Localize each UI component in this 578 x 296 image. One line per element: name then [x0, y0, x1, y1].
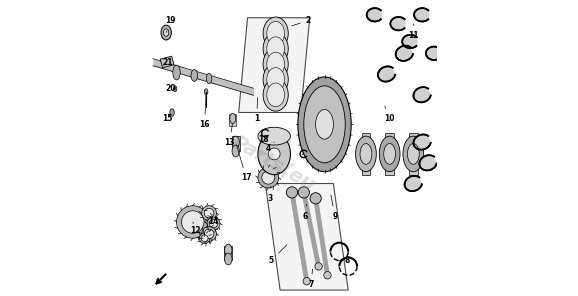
- Ellipse shape: [286, 187, 298, 198]
- Ellipse shape: [415, 9, 429, 21]
- Circle shape: [181, 211, 204, 233]
- Polygon shape: [265, 184, 348, 290]
- Ellipse shape: [267, 52, 284, 76]
- Ellipse shape: [170, 109, 175, 116]
- Ellipse shape: [403, 36, 418, 47]
- Text: 7: 7: [309, 269, 314, 289]
- Ellipse shape: [391, 18, 406, 30]
- Ellipse shape: [173, 86, 177, 92]
- Ellipse shape: [420, 156, 436, 170]
- Circle shape: [176, 206, 209, 238]
- Ellipse shape: [414, 88, 431, 101]
- Ellipse shape: [427, 47, 442, 59]
- Text: 2: 2: [292, 16, 311, 26]
- Ellipse shape: [403, 136, 424, 172]
- Ellipse shape: [161, 25, 171, 40]
- Ellipse shape: [315, 263, 323, 270]
- Ellipse shape: [263, 79, 288, 111]
- Text: 18: 18: [258, 135, 269, 144]
- Text: Parts(eu: Parts(eu: [229, 131, 319, 194]
- Ellipse shape: [232, 145, 239, 157]
- Circle shape: [202, 206, 217, 221]
- Text: 9: 9: [331, 195, 338, 221]
- Circle shape: [201, 235, 208, 242]
- Ellipse shape: [258, 133, 291, 175]
- Ellipse shape: [360, 144, 372, 164]
- Text: 10: 10: [384, 106, 395, 123]
- Text: 4: 4: [266, 142, 274, 152]
- Circle shape: [202, 226, 217, 241]
- Bar: [232, 136, 239, 151]
- Circle shape: [262, 171, 275, 184]
- Bar: [224, 246, 232, 260]
- Text: 3: 3: [267, 186, 272, 203]
- Ellipse shape: [263, 63, 288, 96]
- Circle shape: [199, 233, 210, 244]
- Ellipse shape: [355, 136, 376, 172]
- Ellipse shape: [263, 33, 288, 65]
- Bar: [385, 133, 394, 175]
- Ellipse shape: [263, 48, 288, 81]
- Ellipse shape: [316, 110, 334, 139]
- Ellipse shape: [298, 187, 309, 198]
- Circle shape: [258, 167, 279, 188]
- Ellipse shape: [206, 73, 212, 84]
- Text: 14: 14: [208, 213, 218, 226]
- Ellipse shape: [230, 113, 236, 124]
- Ellipse shape: [232, 136, 239, 148]
- Ellipse shape: [268, 148, 280, 160]
- Ellipse shape: [175, 88, 176, 90]
- Text: 13: 13: [224, 124, 235, 147]
- Ellipse shape: [191, 70, 198, 81]
- Circle shape: [209, 219, 218, 228]
- Text: 21: 21: [162, 58, 173, 67]
- Ellipse shape: [225, 244, 232, 256]
- Ellipse shape: [304, 86, 345, 163]
- Text: 15: 15: [162, 114, 172, 123]
- Ellipse shape: [225, 253, 232, 265]
- Text: 17: 17: [236, 145, 251, 182]
- Ellipse shape: [384, 144, 395, 164]
- Text: 5: 5: [269, 245, 287, 265]
- Text: 12: 12: [191, 222, 201, 235]
- Ellipse shape: [205, 89, 208, 95]
- Bar: [361, 133, 370, 175]
- Circle shape: [204, 229, 214, 239]
- Text: 8: 8: [339, 256, 350, 265]
- Ellipse shape: [303, 278, 310, 285]
- Ellipse shape: [379, 67, 395, 81]
- Ellipse shape: [267, 67, 284, 91]
- Ellipse shape: [407, 144, 419, 164]
- Bar: [409, 133, 418, 175]
- Text: 1: 1: [254, 97, 259, 123]
- Ellipse shape: [397, 47, 413, 60]
- Ellipse shape: [405, 177, 421, 190]
- Circle shape: [204, 208, 214, 218]
- Circle shape: [207, 217, 220, 230]
- Ellipse shape: [267, 83, 284, 107]
- Bar: [229, 114, 236, 126]
- Ellipse shape: [298, 77, 351, 172]
- Polygon shape: [239, 18, 310, 112]
- Ellipse shape: [310, 193, 321, 204]
- Ellipse shape: [414, 136, 431, 149]
- Ellipse shape: [258, 127, 291, 145]
- Text: 20: 20: [165, 84, 176, 93]
- Ellipse shape: [263, 17, 288, 50]
- Text: 16: 16: [199, 94, 210, 129]
- Ellipse shape: [267, 22, 284, 45]
- Text: 11: 11: [408, 24, 418, 40]
- Bar: [160, 56, 174, 68]
- Ellipse shape: [267, 37, 284, 61]
- Ellipse shape: [173, 65, 180, 80]
- Ellipse shape: [324, 272, 331, 279]
- Ellipse shape: [379, 136, 400, 172]
- Ellipse shape: [164, 29, 169, 36]
- Ellipse shape: [368, 9, 382, 21]
- Text: 6: 6: [303, 204, 308, 221]
- Text: 19: 19: [165, 16, 176, 33]
